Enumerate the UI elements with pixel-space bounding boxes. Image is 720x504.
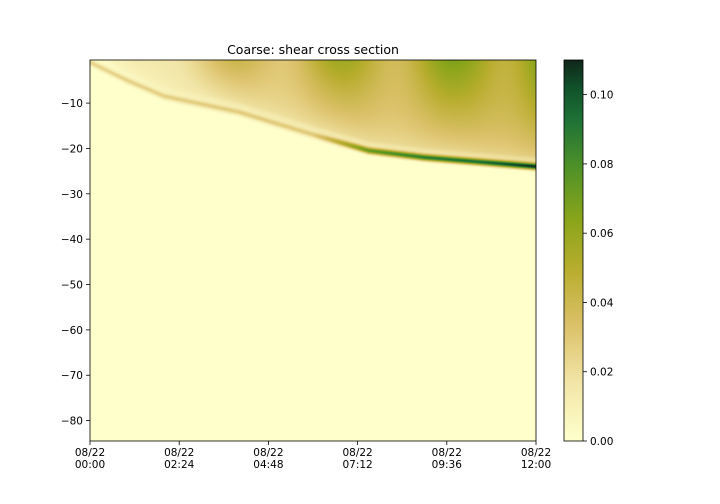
- chart-title: Coarse: shear cross section: [227, 42, 399, 57]
- x-tick-label: 08/22: [432, 447, 462, 459]
- x-tick-label: 04:48: [253, 459, 283, 471]
- y-tick-label: −30: [61, 189, 83, 201]
- x-tick-label: 08/22: [342, 447, 372, 459]
- colorbar-tick-label: 0.02: [590, 367, 613, 379]
- x-tick-label: 08/22: [75, 447, 105, 459]
- y-tick-label: −40: [61, 234, 83, 246]
- x-tick-label: 02:24: [164, 459, 195, 471]
- x-tick-label: 08/22: [521, 447, 551, 459]
- x-tick-label: 07:12: [342, 459, 372, 471]
- colorbar-tick-label: 0.04: [590, 297, 614, 309]
- colorbar-tick-label: 0.06: [590, 228, 614, 240]
- colorbar-tick-label: 0.00: [590, 436, 613, 448]
- x-tick-label: 00:00: [75, 459, 105, 471]
- y-tick-label: −50: [61, 280, 83, 292]
- y-tick-label: −80: [61, 416, 83, 428]
- y-tick-label: −70: [61, 370, 83, 382]
- colorbar: 0.00 0.02 0.04 0.06 0.08 0.10: [563, 59, 614, 448]
- x-tick-label: 12:00: [521, 459, 551, 471]
- x-tick-label: 08/22: [164, 447, 194, 459]
- plot-frame: [89, 59, 537, 442]
- y-tick-label: −20: [61, 143, 83, 155]
- colorbar-ticks: 0.00 0.02 0.04 0.06 0.08 0.10: [583, 90, 614, 448]
- shear-heatmap: [90, 60, 536, 441]
- y-axis: −10 −20 −30 −40 −50 −60 −70 −80: [61, 98, 90, 428]
- colorbar-tick-label: 0.10: [590, 90, 613, 102]
- colorbar-gradient: [563, 59, 584, 442]
- y-tick-label: −60: [61, 325, 83, 337]
- x-axis: 08/2200:0008/2202:2408/2204:4808/2207:12…: [75, 441, 551, 471]
- colorbar-tick-label: 0.08: [590, 159, 613, 171]
- x-tick-label: 08/22: [253, 447, 283, 459]
- x-tick-label: 09:36: [432, 459, 463, 471]
- y-tick-label: −10: [61, 98, 83, 110]
- heatmap-plot-area: [89, 59, 537, 442]
